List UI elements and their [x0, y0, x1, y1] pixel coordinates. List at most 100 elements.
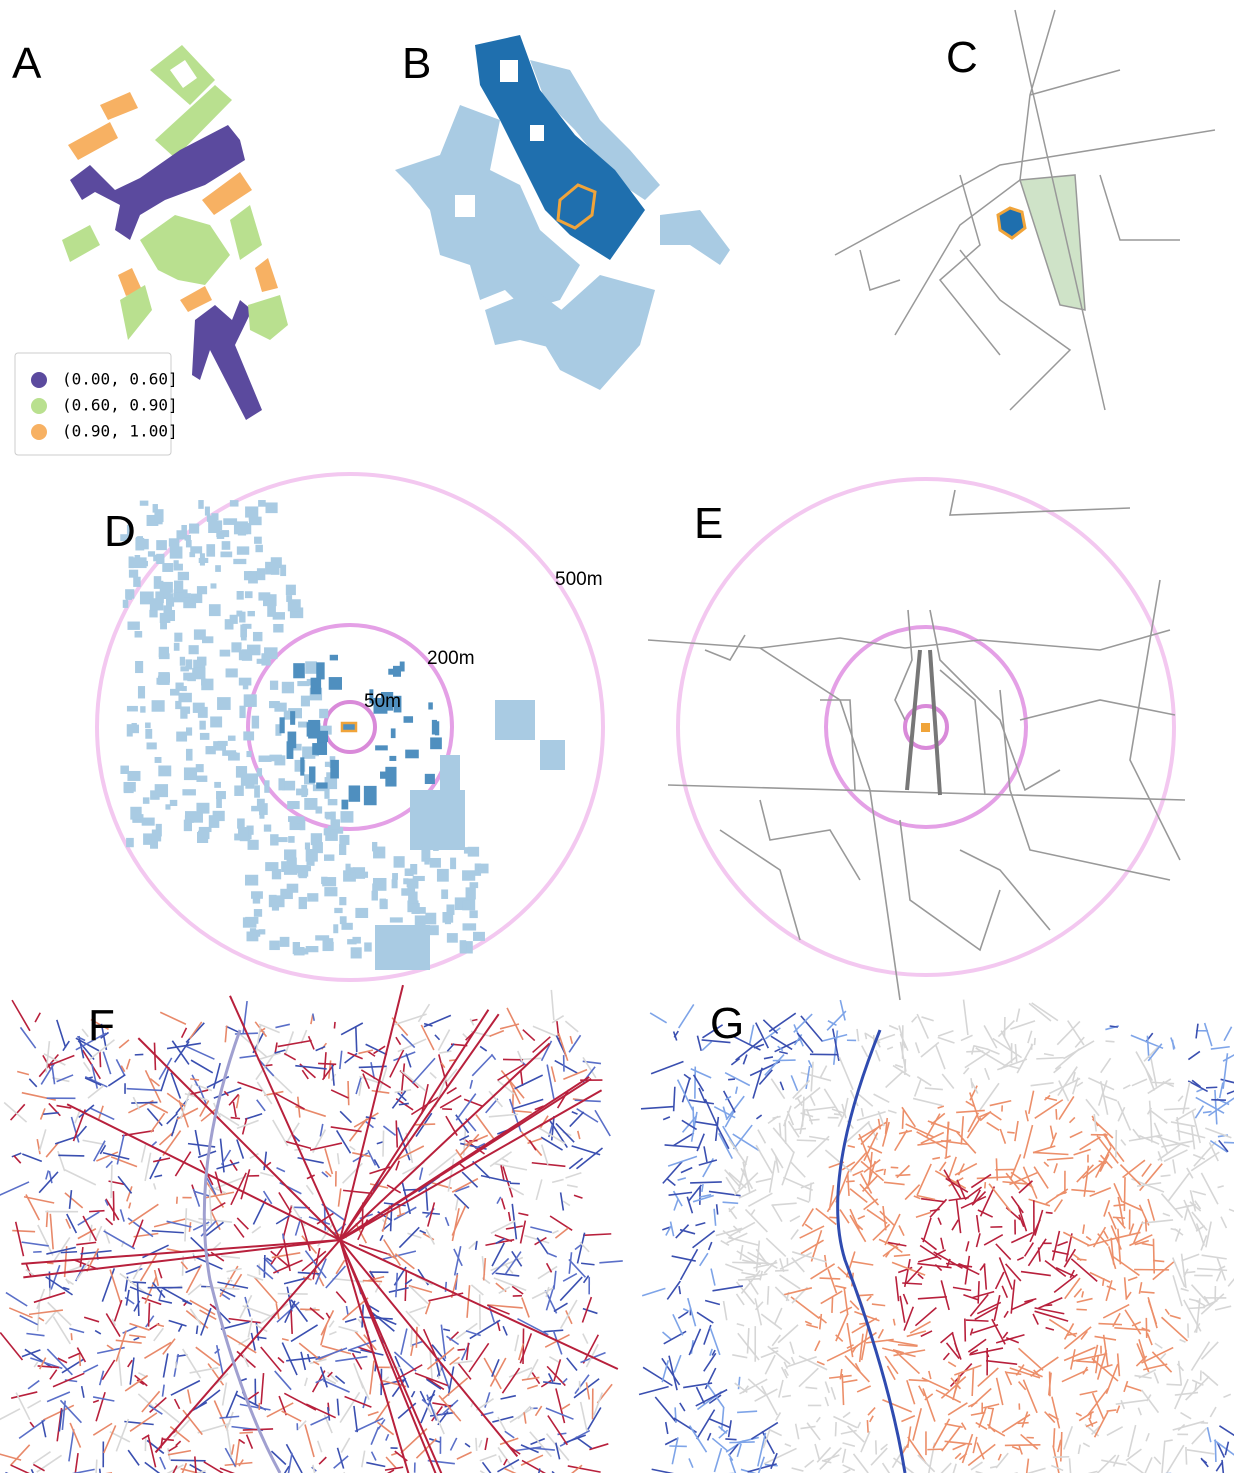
street-segment: [278, 1040, 312, 1046]
building: [127, 706, 138, 712]
street-segment: [260, 1173, 273, 1177]
building: [216, 791, 226, 799]
building: [184, 820, 192, 831]
street-segment: [1033, 1152, 1068, 1154]
street-segment: [697, 1036, 701, 1051]
street-segment: [714, 1209, 716, 1226]
street-segment: [145, 1153, 151, 1181]
street-segment: [95, 1331, 101, 1334]
street-segment: [965, 1256, 969, 1285]
street-segment: [850, 1152, 867, 1171]
street-segment: [126, 1269, 142, 1274]
street-segment: [565, 1021, 578, 1032]
street-segment: [840, 1369, 841, 1379]
building: [228, 736, 236, 741]
street-segment: [894, 1319, 895, 1326]
building: [293, 942, 300, 954]
street-segment: [704, 1353, 716, 1371]
street-segment: [941, 1280, 949, 1310]
street-segment: [800, 1426, 815, 1428]
street-segment: [1046, 1212, 1053, 1213]
street-segment: [1092, 1455, 1115, 1473]
street-segment: [393, 1052, 415, 1061]
street-segment: [821, 1291, 842, 1303]
street-segment: [547, 1253, 557, 1257]
building: [155, 784, 168, 797]
street-segment: [582, 1297, 591, 1322]
street-segment: [1005, 1445, 1041, 1446]
street-segment: [882, 1400, 911, 1412]
building: [226, 668, 238, 677]
street-segment: [445, 1217, 448, 1226]
street-segment: [116, 1340, 142, 1343]
building: [287, 884, 299, 893]
building: [278, 778, 284, 790]
street-segment: [385, 1467, 403, 1470]
building: [242, 523, 249, 529]
street-segment: [873, 1224, 890, 1240]
street-segment: [396, 1273, 397, 1297]
street-segment: [861, 1108, 863, 1117]
building: [288, 599, 301, 611]
street-segment: [182, 1028, 187, 1038]
street-segment: [900, 1296, 905, 1323]
street-segment: [84, 1317, 99, 1322]
street-segment: [1154, 1123, 1167, 1153]
street-segment: [574, 1379, 599, 1398]
street-segment: [671, 1222, 674, 1237]
street-segment: [469, 1343, 489, 1372]
building: [331, 819, 340, 829]
street-segment: [496, 1273, 520, 1276]
street-segment: [568, 1466, 601, 1472]
building: [401, 888, 415, 895]
street-segment: [689, 1100, 714, 1104]
street-segment: [1137, 1343, 1149, 1372]
street-segment: [1149, 1110, 1167, 1124]
street-segment: [772, 1205, 782, 1222]
street-segment: [214, 1063, 221, 1088]
building: [237, 818, 245, 828]
street-segment: [1068, 1021, 1084, 1046]
street-segment: [1215, 1090, 1217, 1125]
street-segment: [755, 1298, 761, 1325]
street-segment: [331, 1090, 348, 1098]
legend-label: (0.00, 0.60]: [62, 370, 178, 389]
street-segment: [943, 1353, 949, 1360]
street-segment: [764, 1057, 773, 1059]
street-segment: [986, 1361, 1017, 1365]
street-segment: [220, 1416, 240, 1418]
street-segment: [567, 1358, 577, 1371]
street-segment: [1166, 1384, 1181, 1385]
street-segment: [316, 1348, 347, 1360]
street-segment: [887, 1047, 893, 1049]
street-segment: [674, 1355, 681, 1372]
street-segment: [832, 1297, 833, 1313]
street-segment: [1117, 1406, 1120, 1413]
building: [285, 865, 299, 874]
street-segment: [973, 1046, 988, 1050]
building: [352, 937, 360, 944]
building: [248, 840, 259, 850]
street-segment: [58, 1155, 84, 1156]
street-segment: [992, 1319, 1005, 1344]
building: [133, 557, 147, 568]
street-segment: [848, 1426, 865, 1442]
street-segment: [668, 1156, 697, 1166]
building: [142, 818, 155, 826]
street-segment: [1177, 1364, 1183, 1371]
building: [248, 571, 258, 583]
street-segment: [499, 1287, 510, 1293]
street-segment: [833, 1417, 857, 1428]
street-segment: [922, 1017, 934, 1021]
street-segment: [1192, 1127, 1195, 1150]
street-segment: [196, 1347, 220, 1365]
building: [425, 913, 436, 925]
panel-label: B: [402, 39, 431, 88]
street-segment: [784, 1362, 787, 1369]
street-segment: [775, 1270, 788, 1271]
building: [287, 741, 294, 759]
street-main: [930, 650, 940, 795]
street-segment: [938, 1106, 944, 1108]
street-segment: [39, 1172, 58, 1193]
street-segment: [239, 1440, 245, 1444]
